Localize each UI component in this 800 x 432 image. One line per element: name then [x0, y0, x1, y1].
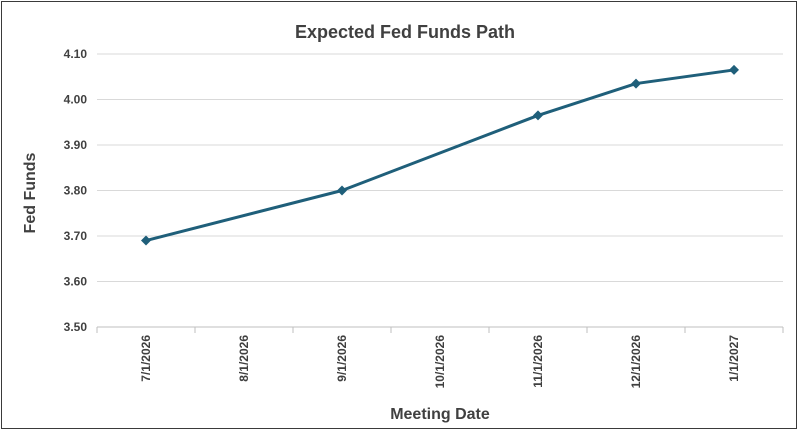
- data-point: [533, 110, 543, 121]
- data-point: [631, 78, 641, 89]
- x-tick-label: 10/1/2026: [433, 335, 447, 389]
- x-tick-label: 1/1/2027: [727, 335, 741, 382]
- y-axis-ticks: 3.50 3.60 3.70 3.80 3.90 4.00 4.10: [64, 47, 88, 334]
- gridlines: [97, 53, 783, 282]
- x-tick-label: 7/1/2026: [139, 335, 153, 382]
- x-axis-ticks: 7/1/2026 8/1/2026 9/1/2026 10/1/2026 11/1/20…: [96, 327, 784, 389]
- y-tick-label: 4.00: [64, 93, 88, 107]
- y-tick-label: 3.70: [64, 229, 88, 243]
- x-tick-label: 12/1/2026: [629, 335, 643, 389]
- x-axis-title: Meeting Date: [390, 406, 490, 423]
- data-point: [337, 185, 347, 196]
- x-tick-label: 8/1/2026: [237, 335, 251, 382]
- y-tick-label: 3.90: [64, 138, 88, 152]
- x-tick-label: 11/1/2026: [531, 335, 545, 388]
- series-line: [145, 68, 735, 243]
- x-tick-label: 9/1/2026: [335, 335, 349, 382]
- data-point: [141, 235, 151, 246]
- chart-title: Expected Fed Funds Path: [295, 22, 515, 42]
- y-axis-title: Fed Funds: [22, 152, 39, 233]
- data-point: [729, 64, 739, 75]
- y-tick-label: 4.10: [64, 47, 88, 61]
- y-tick-label: 3.50: [64, 320, 88, 334]
- y-tick-label: 3.60: [64, 275, 88, 289]
- series: [141, 64, 739, 246]
- y-tick-label: 3.80: [64, 184, 88, 198]
